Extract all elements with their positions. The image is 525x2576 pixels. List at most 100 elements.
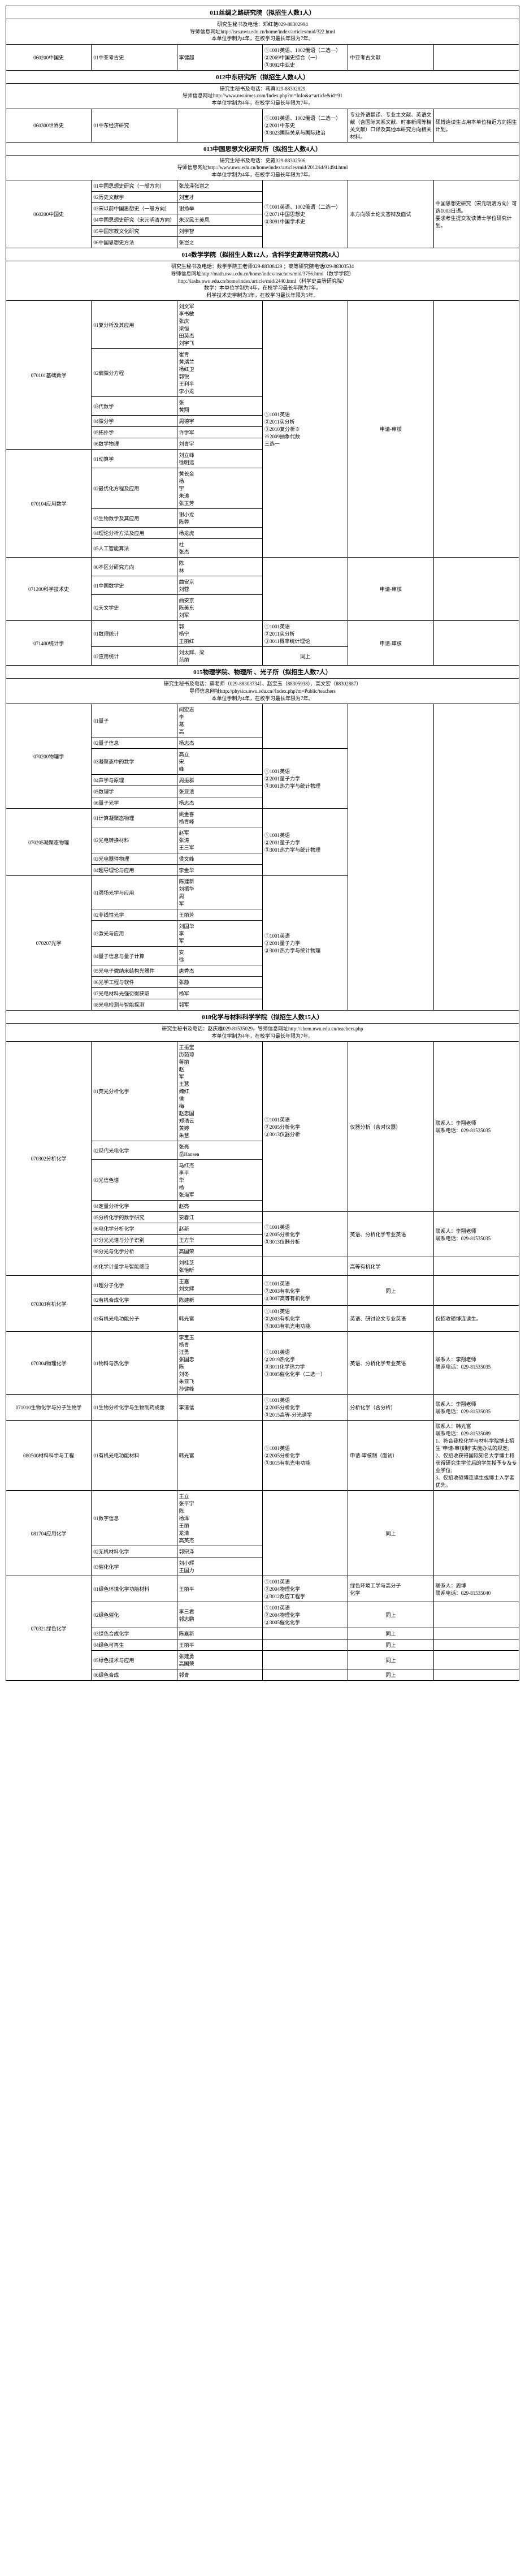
- code-014-1: 070104应用数学: [6, 450, 92, 558]
- r018-1-2-2: 韩光富: [177, 1306, 262, 1332]
- r014-3-0-4: 申请-审核: [348, 621, 433, 666]
- r018-2-0-3: ①1001英语②2019热化学③3011化学热力学③3005催化化学（二选一）: [262, 1332, 348, 1395]
- r015-2-7-1: 08光电检测与智能探测: [92, 999, 177, 1011]
- r014-3-1-3: 同上: [262, 647, 348, 666]
- r012-1: 01中东经济研究: [92, 109, 177, 142]
- r014-0-1-1: 02偏微分方程: [92, 349, 177, 397]
- r015-0-1-1: 02量子信息: [92, 737, 177, 749]
- r018-1-1-1: 02有机合成化学: [92, 1295, 177, 1306]
- r018-0-7-1: 08分光与化学分析: [92, 1246, 177, 1257]
- r018-6-4-4: 同上: [348, 1651, 433, 1669]
- r015-0-5-2: 杨志杰: [177, 797, 262, 809]
- r018-4-0-1: 01有机光电功能材料: [92, 1421, 177, 1491]
- r018-6-4-2: 张建勇高国荣: [177, 1651, 262, 1669]
- r015-0-0-1: 01量子: [92, 704, 177, 737]
- r018-2-0-5: 联系人：李翔老师联系电话：029-81535035: [433, 1332, 519, 1395]
- r014-1-1-2: 黄长金杨宇朱涛张玉芳: [177, 468, 262, 509]
- r011-1: 01中亚考古史: [92, 44, 177, 70]
- r014-2-2-2: 曲安京陈美东刘军: [177, 595, 262, 621]
- r014-0-0-2: 刘文军李书敏张庆梁恒田英杰刘宇飞: [177, 301, 262, 349]
- r013-0-1: 01中国思想史研究（一般方向）: [92, 180, 177, 192]
- r011-2: 李健超: [177, 44, 262, 70]
- r015-1-3-2: 李金华: [177, 865, 262, 876]
- r018-0-4-1: 05分析化学的数学研究: [92, 1212, 177, 1223]
- r014-2-0-2: 陈林: [177, 558, 262, 576]
- r015-1-2-1: 03光电器件物理: [92, 853, 177, 865]
- r014-2-1-2: 曲安京刘蓉: [177, 576, 262, 595]
- r013-4-2: 刘学智: [177, 226, 262, 237]
- r013-0-3: ①1001英语、1002俄语（二选一）②2071中国思想史③3091中国学术史: [262, 180, 348, 248]
- r014-2-2-1: 02天文学史: [92, 595, 177, 621]
- r018-6-5-1: 06绿色合成: [92, 1669, 177, 1681]
- r015-0-1-2: 杨志杰: [177, 737, 262, 749]
- r018-5-1-2: 郭宗泽: [177, 1546, 262, 1557]
- section-014-info: 研究生秘书及电话：数学学院王老师029-88308429 ；高等研究院电话029…: [6, 261, 519, 301]
- r015-0-2-3: ①1001英语②2001量子力学③3001热力学与统计物理: [262, 749, 348, 809]
- r018-0-3-1: 04定量分析化学: [92, 1201, 177, 1212]
- r015-2-3-2: 安徐: [177, 947, 262, 965]
- r015-2-2-2: 刘国华李军: [177, 921, 262, 947]
- r015-2-5-2: 张静: [177, 977, 262, 988]
- r018-0-0-3: ①1001英语②2005分析化学③3013仪器分析: [262, 1042, 348, 1212]
- r015-1-1-2: 赵军张涛王三军: [177, 827, 262, 853]
- r018-3-0-2: 李道信: [177, 1395, 262, 1421]
- r014-1-0-2: 刘立峰徐明远: [177, 450, 262, 468]
- r011-4: 中亚考古文献: [348, 44, 433, 70]
- r015-0-2-2: 高立宋峰: [177, 749, 262, 775]
- r018-2-0-1: 01物料与热化学: [92, 1332, 177, 1395]
- r014-0-3-1: 04微分学: [92, 416, 177, 427]
- r013-0-4: 本方向硕士论文答辩及面试: [348, 180, 433, 248]
- code-018-6: 070321绿色化学: [6, 1576, 92, 1681]
- r013-5-1: 06中国思想史方法: [92, 237, 177, 248]
- r015-0-5-1: 06量子光学: [92, 797, 177, 809]
- r018-6-3-1: 04绿色可再生: [92, 1639, 177, 1651]
- code-018-1: 070303有机化学: [6, 1276, 92, 1332]
- r015-2-6-1: 07光电材料光强衍衡获取: [92, 988, 177, 999]
- section-014-title: 014数学学院（拟招生人数12人，含科学史高等研究院4人）: [6, 248, 519, 261]
- r014-0-2-1: 03代数学: [92, 397, 177, 416]
- r018-0-0-2: 王振堂历茹琼蒋丽赵军王慧魏红侯梅赵忠国郑浩云黄婷朱慧: [177, 1042, 262, 1141]
- r018-3-0-3: ①1001英语②2005分析化学③2015高等-分光谱学: [262, 1395, 348, 1421]
- code-018-0: 070302分析化学: [6, 1042, 92, 1276]
- r015-2-1-2: 王丽芳: [177, 909, 262, 921]
- r018-4-0-3: ①1001英语②2005分析化学③3015有机光电功能: [262, 1421, 348, 1491]
- code-018-4: 080500材料科学与工程: [6, 1421, 92, 1491]
- section-013-info: 研究生秘书及电话：史霞029-88302506导师信息网址http://www.…: [6, 155, 519, 180]
- r018-6-0-3: ①1001英语②2004物理化学③3012反应工程学: [262, 1576, 348, 1602]
- r014-0-5-1: 06数学物理: [92, 438, 177, 450]
- r018-0-8-4: 高等有机化学: [348, 1257, 433, 1276]
- r018-0-1-1: 02现代光电化学: [92, 1141, 177, 1160]
- r015-2-3-1: 04量子信息与量子计算: [92, 947, 177, 965]
- r018-6-2-1: 03绿色合成化学: [92, 1628, 177, 1639]
- r018-6-1-1: 02绿色催化: [92, 1602, 177, 1628]
- r018-0-0-5: 联系人：李翔老师联系电话：029-81535035: [433, 1042, 519, 1212]
- section-011-title: 011丝绸之路研究院（拟招生人数1人）: [6, 6, 519, 19]
- r018-0-2-2: 马红杰李平华杨张海军: [177, 1160, 262, 1201]
- r018-0-4-2: 安春江: [177, 1212, 262, 1223]
- r018-3-0-1: 01生物分析化学与生物制药成像: [92, 1395, 177, 1421]
- section-015-title: 015物理学院、物理所 、光子所（拟招生人数7人）: [6, 666, 519, 679]
- r014-0-4-2: 许学军: [177, 427, 262, 438]
- r014-0-0-1: 01复分析及其应用: [92, 301, 177, 349]
- r018-6-2-2: 陈嘉新: [177, 1628, 262, 1639]
- code-011: 060200中国史: [6, 44, 92, 70]
- r018-0-7-2: 高国荣: [177, 1246, 262, 1257]
- r014-0-3-2: 周德宇: [177, 416, 262, 427]
- r018-6-3-2: 王丽平: [177, 1639, 262, 1651]
- r015-2-7-2: 郭军: [177, 999, 262, 1011]
- r018-6-0-1: 01绿色环境化学功能材料: [92, 1576, 177, 1602]
- section-013-title: 013中国思想文化研究所（拟招生人数4人）: [6, 142, 519, 155]
- r014-1-3-2: 杨龙虎: [177, 528, 262, 539]
- r014-1-4-1: 05人工智能算法: [92, 539, 177, 558]
- r015-1-1-1: 02光电转换材料: [92, 827, 177, 853]
- section-018-title: 018化学与材料科学学院（拟招生人数15人）: [6, 1011, 519, 1024]
- r018-5-0-1: 01数字信息: [92, 1491, 177, 1546]
- r018-5-1-1: 02无机材料化学: [92, 1546, 177, 1557]
- r013-0-5: 中国思想史研究（宋元明清方向）可选1003日语。要求考生提交攻读博士学位研究计划…: [433, 180, 519, 248]
- r014-3-0-1: 01数理统计: [92, 621, 177, 647]
- r018-0-8-1: 09化学计量学与智能感应: [92, 1257, 177, 1276]
- r018-0-5-1: 06电化学分析化学: [92, 1223, 177, 1235]
- r015-2-0-3: ①1001英语②2001量子力学③3001热力学与统计物理: [262, 876, 348, 1011]
- r015-1-0-3: ①1001英语②2001量子力学③3001热力学与统计物理: [262, 809, 348, 876]
- code-015-1: 070205凝聚态物理: [6, 809, 92, 876]
